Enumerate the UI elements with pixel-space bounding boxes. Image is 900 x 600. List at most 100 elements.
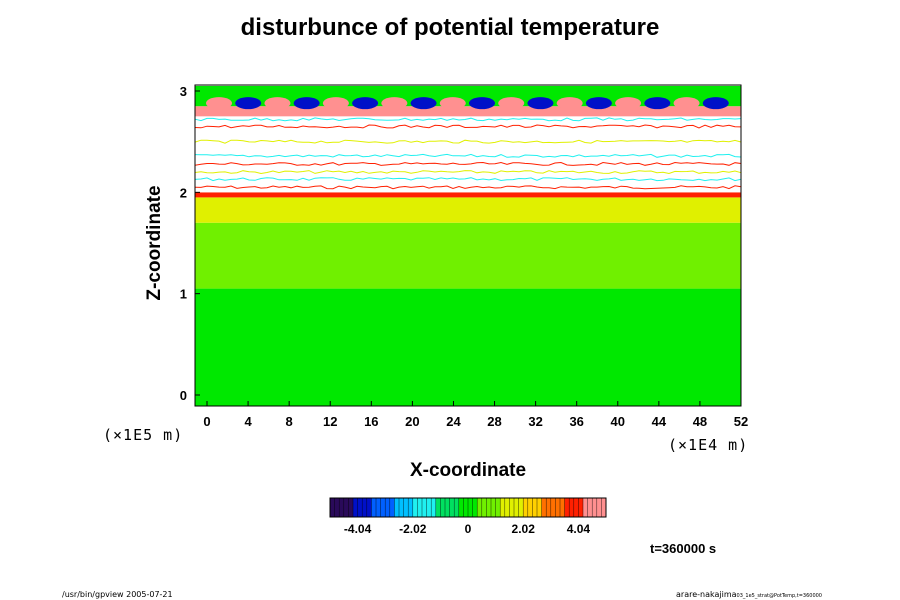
x-tick-label: 0 xyxy=(203,414,210,429)
x-tick-label: 40 xyxy=(611,414,625,429)
y-axis-label: Z-coordinate xyxy=(144,185,165,301)
colorbar-tick-label: 2.02 xyxy=(512,522,536,536)
heat-band-3 xyxy=(195,192,741,198)
wave-crest xyxy=(469,97,495,110)
footer-left: /usr/bin/gpview 2005-07-21 xyxy=(62,590,173,599)
heat-band-5 xyxy=(195,106,741,117)
colorbar-cell xyxy=(504,498,510,517)
colorbar-cell xyxy=(394,498,400,517)
contour-line xyxy=(194,117,742,122)
colorbar-cell xyxy=(537,498,543,517)
colorbar-cell xyxy=(514,498,520,517)
x-tick-label: 24 xyxy=(446,414,461,429)
colorbar-cell xyxy=(477,498,483,517)
colorbar-cell xyxy=(486,498,492,517)
colorbar-cell xyxy=(468,498,474,517)
colorbar-cell xyxy=(550,498,556,517)
colorbar-cell xyxy=(412,498,418,517)
x-tick-label: 16 xyxy=(364,414,378,429)
colorbar-cell xyxy=(596,498,602,517)
y-tick-label: 2 xyxy=(180,185,187,200)
heat-band-0 xyxy=(195,288,741,406)
wave-crest xyxy=(381,97,408,110)
wave-crest xyxy=(264,97,291,110)
colorbar-cell xyxy=(546,498,552,517)
colorbar-cell xyxy=(339,498,345,517)
colorbar-cell xyxy=(527,498,533,517)
x-tick-label: 4 xyxy=(244,414,252,429)
wave-crest xyxy=(702,97,729,110)
wave-crest xyxy=(235,97,262,110)
y-exponent-label: (×1E5 m) xyxy=(103,426,184,444)
colorbar-cell xyxy=(380,498,386,517)
time-label: t=360000 s xyxy=(650,541,717,556)
colorbar-cell xyxy=(481,498,487,517)
heatmap-field xyxy=(194,85,742,406)
colorbar-cell xyxy=(403,498,409,517)
colorbar-cell xyxy=(399,498,405,517)
colorbar-cell xyxy=(408,498,414,517)
plot-frame xyxy=(194,84,742,407)
footer-right-main: arare-nakajima xyxy=(676,590,737,599)
x-tick-label: 48 xyxy=(693,414,707,429)
wave-crest xyxy=(585,97,612,110)
colorbar-cell xyxy=(569,498,575,517)
wave-crest xyxy=(206,97,232,110)
colorbar-cell xyxy=(389,498,395,517)
y-tick-label: 1 xyxy=(180,287,187,302)
x-tick-label: 52 xyxy=(734,414,748,429)
footer-right-sub: 03_1e5_strat@PotTemp,t=360000 xyxy=(736,593,822,599)
contour-line xyxy=(194,161,742,166)
colorbar-cell xyxy=(362,498,368,517)
colorbar-cell xyxy=(330,498,336,517)
colorbar-cell xyxy=(532,498,538,517)
footer-right: arare-nakajima03_1e5_strat@PotTemp,t=360… xyxy=(676,590,822,599)
colorbar-tick-label: 0 xyxy=(465,522,472,536)
wave-crest xyxy=(556,97,583,110)
colorbar-cell xyxy=(426,498,432,517)
colorbar-cell xyxy=(353,498,359,517)
colorbar-cell xyxy=(454,498,460,517)
contour-line xyxy=(194,153,742,158)
colorbar-frame xyxy=(329,497,607,518)
colorbar-cell xyxy=(560,498,566,517)
colorbar-cell xyxy=(541,498,547,517)
wave-crest xyxy=(527,97,554,110)
colorbar-cell xyxy=(431,498,437,517)
colorbar-cell xyxy=(422,498,428,517)
wave-crest xyxy=(498,97,525,110)
x-tick-label: 36 xyxy=(569,414,583,429)
y-tick-label: 3 xyxy=(180,84,187,99)
colorbar-cell xyxy=(587,498,593,517)
x-axis-label: X-coordinate xyxy=(409,460,527,481)
colorbar-cell xyxy=(357,498,363,517)
heat-band-1 xyxy=(195,222,741,289)
x-tick-label: 12 xyxy=(323,414,337,429)
colorbar-cell xyxy=(445,498,451,517)
x-tick-label: 44 xyxy=(652,414,667,429)
x-tick-label: 20 xyxy=(405,414,419,429)
colorbar-tick-label: 4.04 xyxy=(567,522,591,536)
colorbar-cell xyxy=(495,498,501,517)
x-tick-label: 32 xyxy=(528,414,542,429)
chart-title: disturbunce of potential temperature xyxy=(240,14,660,41)
colorbar-cell xyxy=(564,498,570,517)
colorbar-cell xyxy=(440,498,446,517)
colorbar-cell xyxy=(334,498,340,517)
colorbar-cell xyxy=(509,498,515,517)
contour-line xyxy=(194,170,742,175)
colorbar-cell xyxy=(578,498,584,517)
colorbar-cell xyxy=(518,498,524,517)
colorbar-cell xyxy=(376,498,382,517)
wave-crest xyxy=(673,97,700,110)
colorbar-cell xyxy=(573,498,579,517)
colorbar-cell xyxy=(435,498,441,517)
colorbar-cell xyxy=(449,498,455,517)
colorbar-cell xyxy=(343,498,349,517)
colorbar-tick-label: -2.02 xyxy=(399,522,427,536)
colorbar-cell xyxy=(385,498,391,517)
colorbar: -4.04 -2.02 0 2.02 4.04 xyxy=(329,497,607,536)
contour-line xyxy=(194,177,742,182)
wave-crest xyxy=(293,97,320,110)
